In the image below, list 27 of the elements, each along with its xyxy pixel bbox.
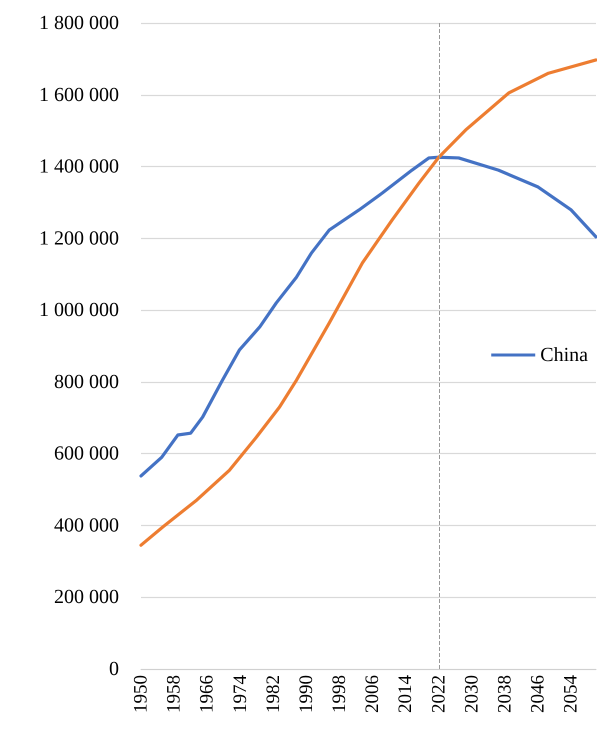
x-tick-label: 2014 — [395, 674, 416, 713]
y-tick-label: 0 — [109, 658, 119, 680]
y-tick-label: 1 400 000 — [39, 156, 119, 178]
x-tick-label: 1974 — [230, 674, 251, 713]
y-tick-label: 800 000 — [54, 370, 119, 393]
x-tick-label: 2030 — [461, 675, 482, 713]
y-tick-label: 1 800 000 — [39, 12, 119, 34]
x-tick-label: 1998 — [329, 675, 350, 713]
x-tick-label: 1950 — [130, 675, 152, 713]
x-tick-label: 1990 — [296, 675, 317, 713]
x-tick-label: 2046 — [528, 675, 549, 713]
y-tick-label: 200 000 — [54, 586, 119, 608]
legend-label: China — [540, 344, 588, 366]
x-tick-label: 1958 — [164, 675, 185, 713]
line-series — [139, 58, 597, 547]
x-tick-label: 1982 — [262, 675, 284, 713]
line-series — [139, 156, 597, 478]
y-tick-label: 1 200 000 — [39, 227, 119, 250]
x-tick-label: 2054 — [560, 674, 582, 713]
y-tick-label: 600 000 — [54, 442, 119, 465]
y-tick-label: 1 600 000 — [39, 84, 119, 106]
x-tick-label: 2038 — [494, 675, 516, 713]
y-tick-label: 400 000 — [54, 514, 119, 536]
x-tick-label: 1966 — [196, 675, 218, 713]
x-tick-label: 2006 — [362, 675, 384, 713]
y-tick-label: 1 000 000 — [39, 299, 119, 322]
x-tick-label: 2022 — [428, 675, 450, 713]
